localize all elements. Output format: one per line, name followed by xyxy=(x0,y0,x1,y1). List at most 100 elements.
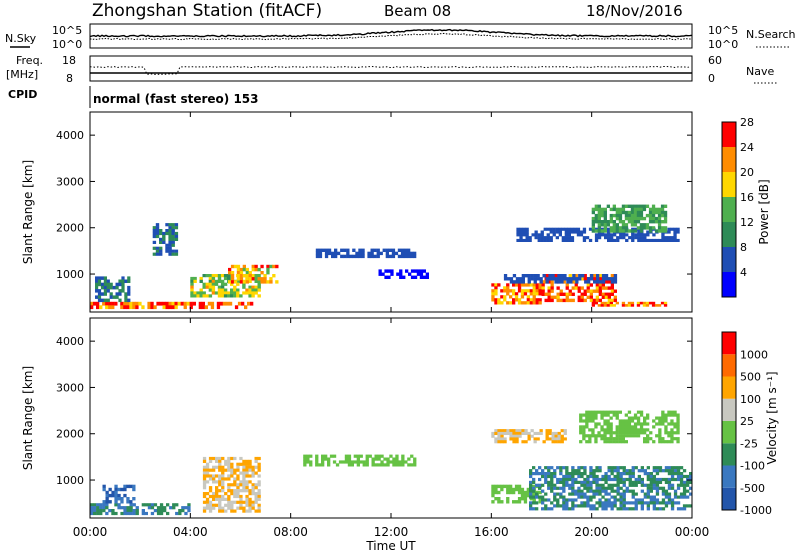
echo-cell xyxy=(208,506,213,510)
echo-cell xyxy=(595,480,599,484)
echo-cell xyxy=(621,431,625,435)
echo-cell xyxy=(610,466,614,470)
echo-cell xyxy=(202,471,207,475)
echo-cell xyxy=(303,460,307,464)
echo-cell xyxy=(153,509,158,513)
echo-cell xyxy=(242,280,246,284)
echo-cell xyxy=(526,283,530,287)
echo-cell xyxy=(616,238,620,242)
echo-cell xyxy=(218,456,222,461)
echo-cell xyxy=(676,466,681,470)
echo-cell xyxy=(582,230,587,234)
echo-cell xyxy=(129,511,133,516)
echo-cell xyxy=(606,220,610,224)
echo-cell xyxy=(571,501,575,505)
echo-cell xyxy=(370,251,374,256)
echo-cell xyxy=(630,210,635,215)
echo-cell xyxy=(529,301,533,305)
echo-cell xyxy=(114,490,118,495)
echo-cell xyxy=(425,275,429,279)
echo-cell xyxy=(512,280,517,284)
echo-cell xyxy=(664,480,669,484)
echo-cell xyxy=(544,466,548,470)
echo-cell xyxy=(560,280,564,284)
echo-cell xyxy=(124,279,128,283)
echo-cell xyxy=(639,213,644,218)
echo-cell xyxy=(215,497,219,501)
echo-cell xyxy=(567,238,571,242)
echo-cell xyxy=(571,472,575,476)
echo-cell xyxy=(601,477,605,482)
echo-cell xyxy=(609,410,613,414)
echo-cell xyxy=(600,410,604,414)
echo-cell xyxy=(321,460,325,464)
echo-cell xyxy=(601,501,605,505)
echo-cell xyxy=(159,229,163,233)
echo-cell xyxy=(594,207,598,212)
echo-cell xyxy=(546,238,550,242)
echo-cell xyxy=(621,422,625,426)
echo-cell xyxy=(233,492,237,496)
echo-cell xyxy=(582,425,586,429)
echo-cell xyxy=(123,509,127,513)
echo-cell xyxy=(564,236,568,240)
echo-cell xyxy=(254,497,258,501)
echo-cell xyxy=(535,472,539,476)
echo-cell xyxy=(576,230,581,234)
echo-cell xyxy=(138,301,142,306)
echo-cell xyxy=(525,227,529,231)
echo-cell xyxy=(553,474,557,479)
echo-cell xyxy=(636,213,641,218)
echo-cell xyxy=(610,501,614,505)
echo-cell xyxy=(571,280,575,284)
echo-cell xyxy=(184,506,188,510)
echo-cell xyxy=(622,483,626,487)
echo-cell xyxy=(544,480,548,484)
echo-cell xyxy=(248,480,252,484)
echo-cell xyxy=(606,301,610,305)
echo-cell xyxy=(628,469,632,473)
echo-cell xyxy=(152,246,157,250)
echo-cell xyxy=(99,503,103,507)
echo-cell xyxy=(378,272,382,276)
echo-cell xyxy=(96,503,100,507)
echo-cell xyxy=(401,457,405,461)
echo-cell xyxy=(132,509,136,513)
echo-cell xyxy=(208,285,213,289)
echo-cell xyxy=(556,286,560,290)
echo-cell xyxy=(168,237,172,241)
echo-cell xyxy=(359,460,363,464)
echo-cell xyxy=(583,277,587,281)
echo-cell xyxy=(539,429,543,433)
echo-cell xyxy=(627,220,632,224)
echo-cell xyxy=(241,301,245,306)
echo-cell xyxy=(105,511,109,516)
echo-cell xyxy=(657,223,662,227)
echo-cell xyxy=(661,489,666,493)
noise-left-tick-top: 10^5 xyxy=(52,24,82,37)
echo-cell xyxy=(649,472,653,476)
echo-cell xyxy=(636,304,641,307)
echo-cell xyxy=(105,493,109,498)
echo-cell xyxy=(494,286,498,290)
velocity-colorbar-label: Velocity [m s⁻¹] xyxy=(765,371,779,464)
echo-cell xyxy=(660,226,665,230)
echo-cell xyxy=(100,276,105,280)
echo-cell xyxy=(321,454,325,458)
echo-cell xyxy=(624,422,628,426)
echo-cell xyxy=(639,210,644,215)
echo-cell xyxy=(571,477,575,482)
echo-cell xyxy=(676,483,681,487)
echo-cell xyxy=(660,229,665,233)
echo-cell xyxy=(548,277,552,281)
echo-cell xyxy=(615,428,619,432)
echo-cell xyxy=(603,440,607,444)
echo-cell xyxy=(624,213,629,218)
echo-cell xyxy=(634,483,638,487)
echo-cell xyxy=(589,489,593,493)
echo-cell xyxy=(242,506,246,510)
echo-cell xyxy=(189,301,193,306)
echo-cell xyxy=(628,489,632,493)
echo-cell xyxy=(266,264,270,269)
echo-cell xyxy=(407,457,411,461)
